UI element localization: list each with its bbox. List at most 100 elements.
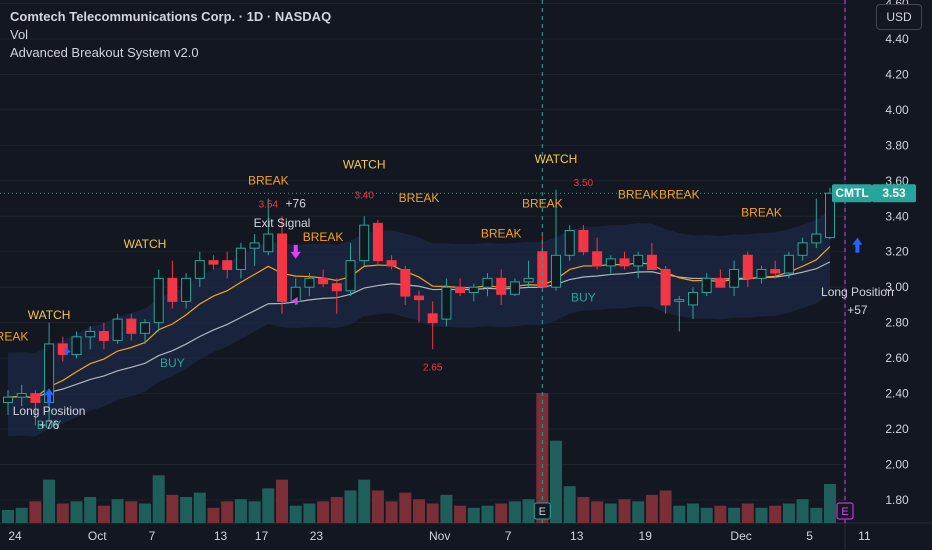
candle-body (249, 242, 260, 249)
volume-bar (659, 490, 672, 523)
candle-body (153, 277, 164, 324)
candle-body (783, 254, 794, 274)
volume-bar (289, 505, 302, 523)
candle-body (468, 286, 479, 294)
watch-label: WATCH (343, 157, 386, 171)
candle-body (30, 393, 41, 403)
level-label: 3.50 (574, 178, 594, 189)
time-tick-label: Dec (730, 529, 751, 543)
break-label: BREAK (248, 173, 289, 187)
volume-bar (29, 501, 42, 523)
candle-body (222, 260, 233, 270)
price-tick-label: 2.20 (885, 422, 909, 436)
candle-body (235, 247, 246, 270)
note-label: +76 (39, 418, 60, 432)
time-tick-label: 24 (8, 529, 22, 543)
volume-bar (577, 497, 590, 523)
volume-indicator-label[interactable]: Vol (10, 27, 29, 42)
last-price-tag-label: 3.53 (882, 186, 906, 200)
candle-body (646, 254, 657, 270)
long-entry-arrow-icon (44, 388, 55, 404)
volume-bar (454, 505, 467, 523)
price-tick-label: 2.40 (885, 387, 909, 401)
break-label: BREAK (618, 188, 659, 202)
candle-body (414, 295, 424, 301)
price-tick-label: 3.40 (885, 209, 909, 223)
time-tick-label: 19 (639, 529, 653, 543)
volume-bar (481, 505, 494, 523)
volume-bar (125, 501, 138, 523)
candle-body (372, 222, 383, 262)
candle-body (688, 292, 698, 306)
level-label: 3.40 (354, 191, 374, 202)
note-label: Long Position (13, 404, 86, 418)
note-label: +57 (847, 303, 868, 317)
candle-body (98, 331, 109, 341)
candle-body (71, 336, 82, 356)
candle-body (811, 233, 822, 244)
volume-bar (426, 503, 439, 523)
candle-body (742, 254, 753, 279)
volume-bar (591, 501, 604, 523)
time-tick-label: 11 (858, 529, 871, 543)
candle-body (756, 268, 767, 279)
volume-bar (303, 503, 316, 523)
candle-body (770, 268, 781, 274)
volume-bar (139, 503, 151, 523)
price-tick-label: 1.80 (885, 493, 909, 507)
candle-body (509, 281, 520, 295)
volume-bar (741, 503, 754, 523)
candle-body (441, 286, 452, 320)
note-label: +76 (286, 196, 307, 210)
candle-body (386, 260, 397, 267)
candle-body (126, 318, 137, 334)
time-axis[interactable]: 24 Oct 7 13 17 23 Nov 7 13 19 Dec 5 11 (8, 529, 871, 543)
volume-bar (330, 497, 343, 523)
candle-body (551, 254, 561, 288)
note-label: Long Position (821, 285, 894, 299)
volume-bar (234, 499, 247, 523)
currency-button[interactable]: USD (876, 4, 922, 30)
symbol-title[interactable]: Comtech Telecommunications Corp. · 1D · … (10, 9, 332, 24)
volume-bar (262, 488, 275, 523)
time-tick-label: 5 (806, 529, 813, 543)
exit-marker-icon (291, 296, 298, 305)
candle-body (674, 299, 685, 302)
candle-body (455, 286, 466, 294)
note-label: Exit Signal (254, 216, 311, 230)
level-label: 2.65 (423, 363, 443, 374)
candle-body (277, 233, 287, 302)
candle-body (3, 396, 13, 403)
volume-bar (152, 475, 165, 523)
volume-bar (344, 490, 357, 523)
candle-body (633, 254, 644, 267)
volume-bar (782, 503, 795, 523)
price-tick-label: 3.00 (885, 280, 909, 294)
candle-body (318, 277, 329, 285)
price-tick-label: 2.80 (885, 316, 909, 330)
time-tick-label: Nov (429, 529, 450, 543)
earnings-badge-label: E (539, 506, 546, 518)
volume-bar (207, 507, 220, 523)
volume-bar (550, 440, 562, 523)
long-entry-arrow-icon (852, 237, 863, 253)
candle-body (592, 251, 603, 267)
volume-bar (385, 501, 398, 523)
volume-bar (755, 507, 768, 523)
volume-bars (2, 393, 836, 523)
time-tick-label: Oct (88, 529, 107, 543)
ema-slow-line (7, 261, 831, 398)
volume-bar (97, 505, 110, 523)
volume-bar (166, 494, 179, 523)
time-tick-label: 13 (570, 529, 584, 543)
volume-bar (563, 486, 576, 523)
symbol-tag-label: CMTL (835, 186, 868, 200)
future-earnings-badge-label: E (841, 506, 848, 518)
strategy-indicator-label[interactable]: Advanced Breakout System v2.0 (10, 45, 199, 60)
break-label: BREAK (303, 230, 344, 244)
price-tick-label: 2.00 (885, 457, 909, 471)
break-label: BREAK (741, 205, 782, 219)
price-tick-label: 4.20 (885, 67, 909, 81)
